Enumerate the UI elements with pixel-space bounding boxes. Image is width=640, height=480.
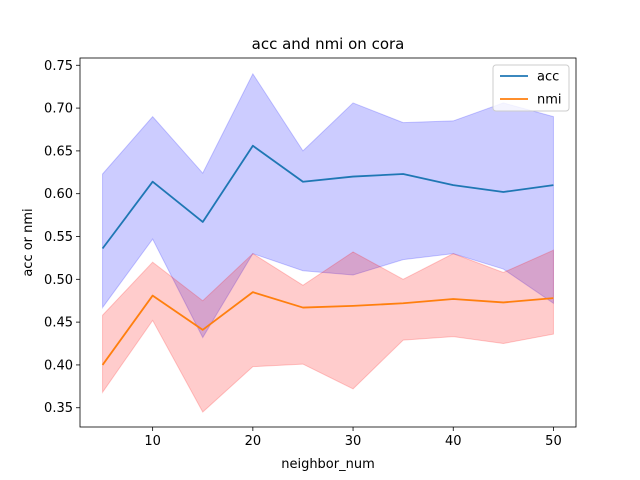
x-tick-label: 40 — [445, 434, 462, 449]
chart-title: acc and nmi on cora — [252, 35, 405, 53]
x-tick-label: 30 — [345, 434, 362, 449]
y-tick-label: 0.70 — [44, 102, 73, 117]
y-tick-label: 0.65 — [44, 144, 73, 159]
y-tick-label: 0.75 — [44, 59, 73, 74]
line-nmi — [101, 291, 554, 366]
band-acc — [102, 72, 554, 339]
y-tick-label: 0.35 — [44, 401, 73, 416]
x-axis-label: neighbor_num — [281, 457, 375, 472]
confidence-bands — [102, 72, 554, 413]
band-nmi — [102, 249, 554, 413]
y-axis-ticks: 0.35 0.40 0.45 0.50 0.55 0.60 0.65 0.70 0.75 — [44, 59, 80, 416]
legend: acc nmi — [492, 64, 570, 112]
line-acc — [101, 144, 554, 250]
y-tick-label: 0.55 — [44, 230, 73, 245]
plot-area-frame — [79, 57, 577, 428]
legend-label-nmi: nmi — [537, 93, 562, 108]
legend-label-acc: acc — [537, 70, 559, 85]
x-axis-ticks: 10 20 30 40 50 — [144, 427, 562, 449]
y-tick-label: 0.50 — [44, 273, 73, 288]
series-lines — [101, 144, 554, 366]
y-axis-label: acc or nmi — [21, 208, 36, 276]
y-tick-label: 0.40 — [44, 358, 73, 373]
y-tick-label: 0.60 — [44, 187, 73, 202]
x-tick-label: 50 — [545, 434, 562, 449]
x-tick-label: 10 — [144, 434, 161, 449]
y-tick-label: 0.45 — [44, 316, 73, 331]
x-tick-label: 20 — [245, 434, 262, 449]
